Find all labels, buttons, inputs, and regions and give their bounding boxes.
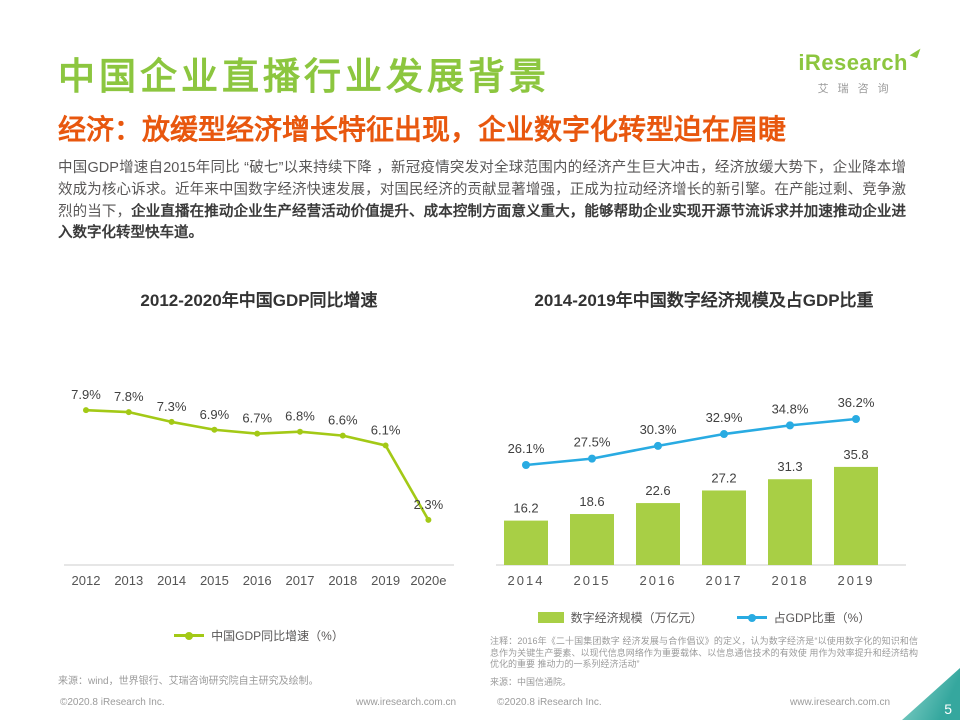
x-tick-label: 2012 (72, 573, 101, 588)
chart-source: 来源：中国信通院。 (490, 676, 572, 687)
digital-economy-chart: 2014-2019年中国数字经济规模及占GDP比重 16.2 2014 18.6 20… (490, 286, 918, 688)
bar-label: 18.6 (579, 494, 604, 509)
legend-label: 占GDP比重（%） (773, 611, 871, 625)
data-label: 6.7% (242, 411, 272, 426)
digital-economy-combo-chart-canvas: 16.2 2014 18.6 2015 22.6 2016 27.2 2017 31.3 2018… (496, 395, 906, 588)
footer-copyright-right: ©2020.8 iResearch Inc. (497, 697, 602, 708)
dot-marker-icon (747, 613, 756, 622)
data-point (211, 426, 218, 433)
digital-economy-legend: 数字经济规模（万亿元） 占GDP比重（%） (490, 609, 918, 626)
bar-label: 35.8 (843, 447, 868, 462)
gdp-chart-source: 来源：wind，世界银行、艾瑞咨询研究院自主研究及绘制。 (58, 676, 319, 687)
data-point (588, 454, 596, 463)
bar-label: 16.2 (513, 501, 538, 516)
bar-label: 22.6 (645, 483, 670, 498)
digital-economy-chart-title: 2014-2019年中国数字经济规模及占GDP比重 (534, 291, 874, 310)
gdp-ratio-line (525, 417, 857, 467)
chart-annotation: 注释：2016年《二十国集团数字 经济发展与合作倡议》的定义，认为数字经济是“以… (490, 636, 918, 669)
footer-site-link-left[interactable]: www.iresearch.com.cn (356, 697, 457, 708)
data-point (720, 430, 728, 439)
x-tick-label: 2018 (772, 573, 809, 588)
bar (834, 466, 878, 565)
gdp-chart-legend: 中国GDP同比增速（%） (50, 627, 468, 644)
x-tick-label: 2016 (243, 573, 272, 588)
x-tick-label: 2020e (410, 573, 446, 588)
data-point (83, 407, 89, 414)
gdp-chart-title: 2012-2020年中国GDP同比增速 (140, 291, 378, 310)
line-marker-icon (736, 613, 767, 622)
x-tick-label: 2014 (157, 573, 186, 588)
data-point (297, 428, 303, 435)
bar (768, 479, 812, 565)
data-point (382, 442, 389, 449)
line-label: 34.8% (772, 401, 809, 416)
body-text-normal: 中国GDP增速自2015年同比 “破七”以来持续下降 ，新冠疫情突发对全球范围内… (58, 160, 906, 220)
bar (504, 520, 548, 565)
line-label: 30.3% (640, 422, 677, 437)
data-point (168, 418, 175, 425)
data-label: 6.1% (371, 422, 401, 437)
x-tick-label: 2019 (371, 573, 400, 588)
line-label: 36.2% (838, 395, 875, 410)
bar-label: 31.3 (777, 459, 802, 474)
x-tick-label: 2015 (574, 573, 611, 588)
data-point (125, 409, 132, 416)
page-number: 5 (944, 701, 952, 717)
legend-item-gdp-growth: 中国GDP同比增速（%） (174, 627, 344, 644)
data-label: 7.8% (114, 389, 144, 404)
line-marker-icon (174, 631, 205, 640)
logo-brand-chinese: 艾瑞咨询 (817, 83, 898, 95)
data-point (786, 421, 794, 430)
logo-wordmark: iResearch (798, 45, 921, 76)
bar (636, 503, 680, 565)
dot-marker-icon (185, 631, 194, 640)
data-label: 7.3% (157, 399, 187, 414)
x-tick-label: 2016 (640, 573, 677, 588)
line-label: 26.1% (508, 441, 545, 456)
line-label: 32.9% (706, 410, 743, 425)
bar-swatch-icon (537, 612, 564, 623)
gdp-growth-chart: 2012-2020年中国GDP同比增速 7.9% 2012 7.8% 2013 7.3%… (50, 286, 468, 644)
data-label: 6.6% (328, 413, 358, 428)
data-label: 2.3% (414, 497, 444, 512)
data-point (254, 430, 261, 437)
body-paragraph: 中国GDP增速自2015年同比 “破七”以来持续下降 ，新冠疫情突发对全球范围内… (58, 158, 906, 245)
legend-item-gdp-ratio: 占GDP比重（%） (736, 609, 871, 626)
body-text-bold: 企业直播在推动企业生产经营活动价值提升、成本控制方面意义重大，能够帮助企业实现开… (58, 203, 907, 242)
data-label: 6.8% (285, 409, 315, 424)
legend-label: 中国GDP同比增速（%） (211, 629, 344, 643)
x-tick-label: 2018 (328, 573, 357, 588)
bar-label: 27.2 (711, 470, 736, 485)
x-tick-label: 2019 (838, 573, 875, 588)
data-label: 6.9% (200, 407, 230, 422)
section-subtitle: 经济：放缓型经济增长特征出现，企业数字化转型迫在眉睫 (58, 114, 787, 145)
legend-item-scale: 数字经济规模（万亿元） (537, 609, 703, 626)
data-point (339, 432, 346, 439)
page-title: 中国企业直播行业发展背景 (58, 56, 550, 97)
x-tick-label: 2017 (706, 573, 743, 588)
data-point (852, 415, 860, 423)
iresearch-logo: iResearch 艾瑞咨询 (798, 45, 921, 96)
line-label: 27.5% (574, 435, 611, 450)
footer-copyright-left: ©2020.8 iResearch Inc. (60, 697, 165, 708)
data-point (654, 441, 662, 450)
bar (702, 490, 746, 565)
logo-brand-text: iResearch (798, 50, 908, 75)
x-tick-label: 2017 (286, 573, 315, 588)
data-point (425, 516, 432, 523)
data-point (522, 461, 530, 469)
logo-leaf-icon (909, 45, 921, 59)
gdp-line-chart-canvas: 7.9% 2012 7.8% 2013 7.3% 2014 6.9% 2015 6.7% 2016… (64, 387, 454, 588)
bar (570, 514, 614, 565)
data-label: 7.9% (71, 387, 101, 402)
x-tick-label: 2013 (114, 573, 143, 588)
legend-label: 数字经济规模（万亿元） (570, 611, 703, 625)
x-tick-label: 2015 (200, 573, 229, 588)
x-tick-label: 2014 (508, 573, 545, 588)
footer-site-link-right[interactable]: www.iresearch.com.cn (790, 697, 891, 708)
